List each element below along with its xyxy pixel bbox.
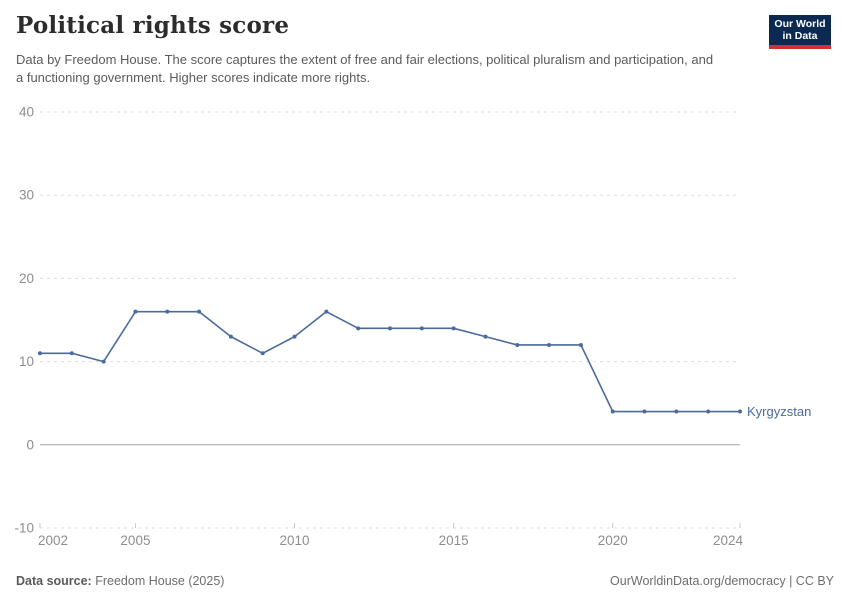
data-point[interactable]	[292, 334, 297, 339]
y-tick-label: 30	[19, 188, 34, 203]
page-title: Political rights score	[16, 12, 290, 39]
y-tick-label: 20	[19, 271, 34, 286]
data-point[interactable]	[260, 351, 265, 356]
data-point[interactable]	[133, 309, 138, 314]
x-tick-label: 2005	[120, 533, 150, 548]
attribution: OurWorldinData.org/democracy | CC BY	[610, 574, 834, 588]
x-tick-label: 2020	[598, 533, 628, 548]
data-point[interactable]	[165, 309, 170, 314]
data-point[interactable]	[451, 326, 456, 331]
data-source-value: Freedom House (2025)	[95, 574, 225, 588]
license-link[interactable]: CC BY	[795, 574, 834, 588]
owid-logo-line2: in Data	[782, 30, 818, 42]
data-point[interactable]	[738, 409, 742, 414]
owid-logo-line1: Our World	[774, 18, 826, 30]
data-source: Data source: Freedom House (2025)	[16, 574, 224, 588]
data-point[interactable]	[228, 334, 233, 339]
data-point[interactable]	[38, 351, 42, 356]
y-tick-label: -10	[14, 521, 34, 536]
series-label: Kyrgyzstan	[747, 404, 811, 419]
x-tick-label: 2015	[439, 533, 469, 548]
data-point[interactable]	[197, 309, 202, 314]
owid-logo: Our World in Data	[769, 15, 831, 49]
data-point[interactable]	[642, 409, 647, 414]
data-point[interactable]	[356, 326, 361, 331]
owid-link[interactable]: OurWorldinData.org/democracy	[610, 574, 786, 588]
data-point[interactable]	[324, 309, 329, 314]
data-point[interactable]	[388, 326, 392, 331]
data-point[interactable]	[674, 409, 679, 414]
data-point[interactable]	[547, 342, 552, 347]
chart-subtitle: Data by Freedom House. The score capture…	[16, 52, 714, 86]
data-point[interactable]	[706, 409, 711, 414]
attribution-separator: |	[789, 574, 793, 588]
data-point[interactable]	[610, 409, 615, 414]
data-point[interactable]	[515, 342, 520, 347]
x-tick-label: 2002	[38, 533, 68, 548]
data-point[interactable]	[578, 342, 583, 347]
chart-footer: Data source: Freedom House (2025) OurWor…	[16, 574, 834, 588]
data-source-label: Data source:	[16, 574, 92, 588]
x-tick-label: 2024	[713, 533, 744, 548]
y-tick-label: 40	[19, 105, 34, 120]
data-point[interactable]	[419, 326, 424, 331]
x-tick-label: 2010	[280, 533, 310, 548]
y-tick-label: 10	[19, 354, 34, 369]
data-point[interactable]	[101, 359, 106, 364]
data-point[interactable]	[483, 334, 488, 339]
data-point[interactable]	[69, 351, 74, 356]
y-tick-label: 0	[26, 437, 34, 452]
